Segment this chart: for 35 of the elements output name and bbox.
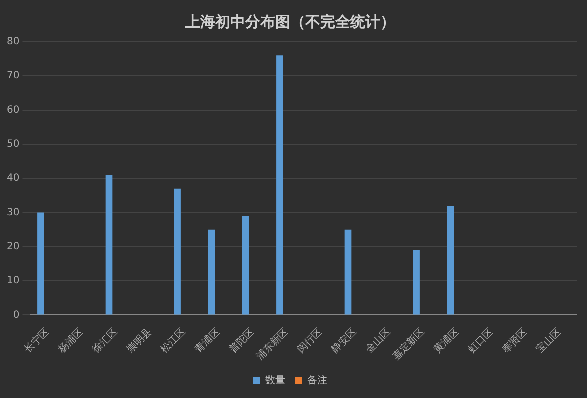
x-tick-label: 杨浦区 (55, 326, 86, 356)
y-tick-label: 10 (6, 276, 20, 287)
x-tick-label: 宝山区 (534, 326, 564, 356)
x-tick-label: 嘉定新区 (390, 326, 428, 363)
x-tick-label: 闵行区 (295, 326, 325, 356)
y-tick-label: 70 (6, 70, 20, 82)
x-tick-label: 静安区 (329, 326, 360, 356)
bar (242, 216, 250, 315)
bar (208, 230, 216, 315)
y-tick-label: 20 (6, 242, 20, 253)
x-tick-label: 金山区 (363, 326, 394, 356)
y-tick-label: 60 (6, 104, 20, 116)
y-tick-label: 30 (6, 207, 20, 218)
x-tick-label: 长宁区 (22, 326, 52, 356)
x-tick-label: 黄浦区 (432, 326, 462, 356)
bar (174, 188, 181, 315)
y-tick-label: 0 (13, 310, 20, 321)
x-tick-label: 奉贤区 (500, 326, 530, 356)
legend-label: 数量 (266, 376, 286, 387)
bar (106, 175, 113, 315)
x-tick-label: 松江区 (158, 326, 188, 356)
bar (38, 212, 44, 315)
bar (276, 56, 284, 315)
legend-label: 备注 (308, 374, 328, 387)
bar (413, 250, 420, 315)
chart-title: 上海初中分布图（不完全统计） (184, 12, 396, 31)
y-tick-label: 40 (6, 173, 20, 184)
bar (344, 230, 352, 315)
x-tick-label: 虹口区 (466, 326, 496, 356)
bar (447, 206, 454, 315)
y-tick-label: 80 (6, 36, 20, 48)
x-tick-label: 青浦区 (192, 326, 222, 356)
x-tick-label: 徐汇区 (90, 326, 120, 356)
y-tick-label: 50 (6, 139, 20, 150)
x-tick-label: 崇明县 (124, 326, 154, 356)
